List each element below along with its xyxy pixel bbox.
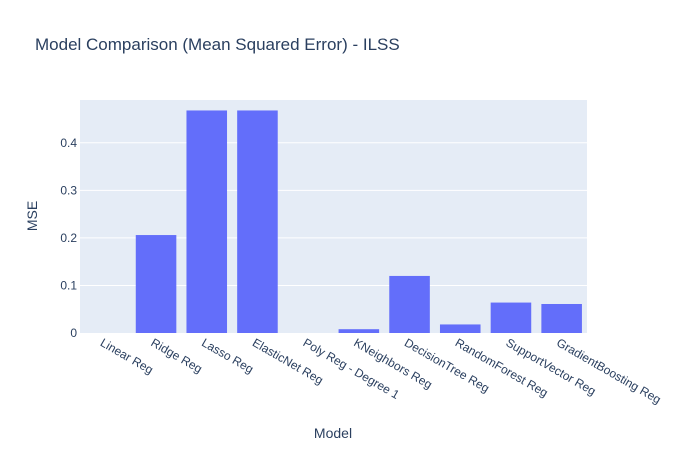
bars xyxy=(135,110,582,333)
x-tick-label: DecisionTree Reg xyxy=(402,335,492,395)
bar[interactable] xyxy=(490,302,532,333)
bar[interactable] xyxy=(237,110,278,333)
x-tick-label: Linear Reg xyxy=(98,335,156,376)
bar[interactable] xyxy=(338,329,380,333)
y-axis-title: MSE xyxy=(24,201,40,231)
bar[interactable] xyxy=(439,324,481,333)
x-tick-label: Lasso Reg xyxy=(199,335,256,376)
bar[interactable] xyxy=(135,235,177,333)
x-tick-label: RandomForest Reg xyxy=(453,335,551,399)
y-tick-label: 0.4 xyxy=(60,136,77,150)
y-tick-label: 0.1 xyxy=(60,278,77,292)
x-tick-label: SupportVector Reg xyxy=(503,335,598,398)
bar[interactable] xyxy=(186,110,228,333)
x-axis-title: Model xyxy=(314,425,352,441)
bar[interactable] xyxy=(389,275,430,333)
y-tick-label: 0.3 xyxy=(60,183,77,197)
y-tick-label: 0.2 xyxy=(60,231,77,245)
x-tick-label: Ridge Reg xyxy=(149,335,205,375)
y-tick-labels: 0 0.1 0.2 0.3 0.4 xyxy=(60,136,77,340)
y-tick-label: 0 xyxy=(70,326,77,340)
bar[interactable] xyxy=(541,303,582,333)
chart-title: Model Comparison (Mean Squared Error) - … xyxy=(35,35,400,54)
